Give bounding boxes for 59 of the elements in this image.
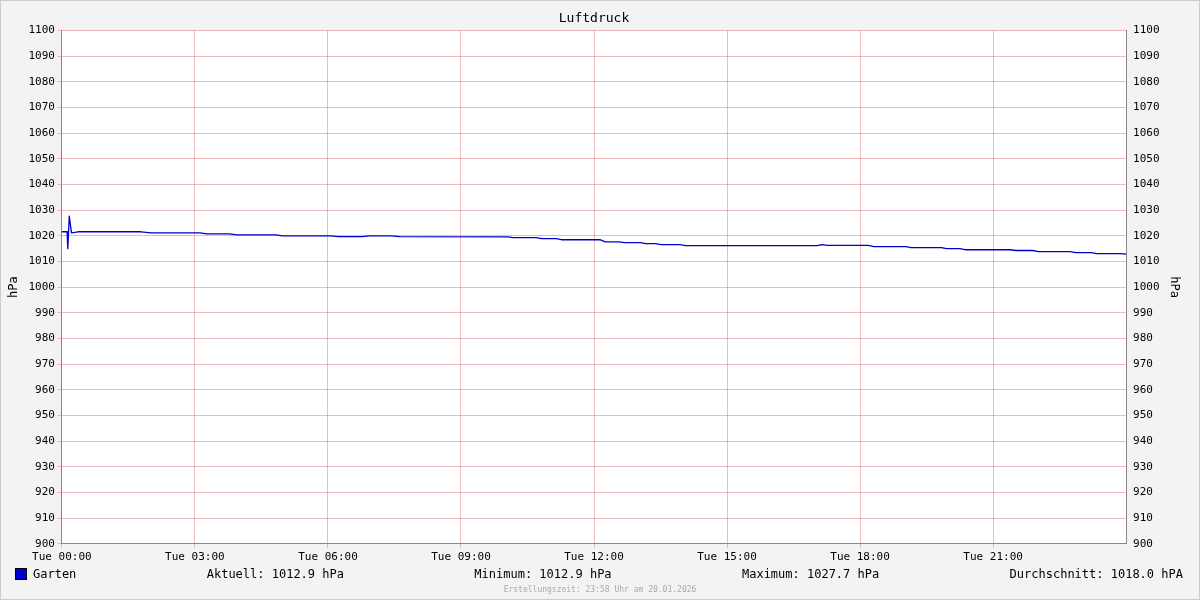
y-tick-label: 1070 bbox=[28, 100, 55, 114]
legend-label: Garten bbox=[33, 567, 77, 581]
x-tick-label: Tue 09:00 bbox=[431, 550, 491, 564]
text: Minimum: 1012.9 hPa bbox=[474, 567, 612, 581]
text: Aktuell: 1012.9 hPa bbox=[206, 567, 344, 581]
y2-tick-label: 1090 bbox=[1133, 49, 1160, 63]
y2-tick-label: 920 bbox=[1133, 485, 1153, 499]
y2-tick-label: 980 bbox=[1133, 331, 1153, 345]
text: Erstellungszeit: 23:58 Uhr am 20.01.2026 bbox=[502, 585, 698, 594]
y-tick-label: 1080 bbox=[28, 74, 55, 88]
y2-tick-label: 1030 bbox=[1133, 203, 1160, 217]
x-tick-label: Tue 18:00 bbox=[830, 550, 890, 564]
x-tick-label: Tue 03:00 bbox=[165, 550, 225, 564]
y-tick-label: 950 bbox=[35, 408, 55, 422]
y2-tick-label: 1050 bbox=[1133, 151, 1160, 165]
x-tick-label: Tue 15:00 bbox=[697, 550, 757, 564]
x-tick-label: Tue 06:00 bbox=[298, 550, 358, 564]
y2-tick-label: 950 bbox=[1133, 408, 1153, 422]
y-tick-label: 1030 bbox=[28, 203, 55, 217]
y2-tick-label: 930 bbox=[1133, 459, 1153, 473]
y2-tick-label: 1080 bbox=[1133, 74, 1160, 88]
y-tick-label: 1050 bbox=[28, 151, 55, 165]
y2-tick-label: 1020 bbox=[1133, 228, 1160, 242]
y2-tick-label: 1010 bbox=[1133, 254, 1160, 268]
y2-tick-label: 910 bbox=[1133, 511, 1153, 524]
y-tick-label: 1060 bbox=[28, 126, 55, 140]
y-tick-label: 960 bbox=[35, 382, 55, 396]
y2-tick-label: 1100 bbox=[1133, 23, 1160, 37]
y2-tick-label: 970 bbox=[1133, 357, 1153, 371]
y-tick-label: 940 bbox=[35, 434, 55, 448]
y-axis-title: hPa bbox=[6, 276, 21, 299]
y-tick-label: 1090 bbox=[28, 49, 55, 63]
y-tick-label: 1010 bbox=[28, 254, 55, 268]
x-tick-label: Tue 12:00 bbox=[564, 550, 624, 564]
text: Durchschnitt: 1018.0 hPA bbox=[1009, 567, 1183, 581]
y2-axis-title: hPa bbox=[1167, 276, 1182, 299]
y2-tick-label: 990 bbox=[1133, 305, 1153, 319]
y2-tick-label: 940 bbox=[1133, 434, 1153, 448]
y-tick-label: 1100 bbox=[28, 23, 55, 37]
y-tick-label: 930 bbox=[35, 459, 55, 473]
chart-title: Luftdruck bbox=[558, 10, 630, 26]
y-tick-label: 920 bbox=[35, 485, 55, 499]
y-tick-label: 970 bbox=[35, 357, 55, 371]
y-tick-label: 1020 bbox=[28, 228, 55, 242]
y-tick-label: 990 bbox=[35, 305, 55, 319]
y2-tick-label: 960 bbox=[1133, 382, 1153, 396]
y2-tick-label: 1070 bbox=[1133, 100, 1160, 114]
y-tick-label: 980 bbox=[35, 331, 55, 345]
y2-tick-label: 1060 bbox=[1133, 126, 1160, 140]
y2-tick-label: 1040 bbox=[1133, 177, 1160, 191]
x-tick-label: Tue 21:00 bbox=[963, 550, 1023, 564]
x-tick-label: Tue 00:00 bbox=[32, 550, 92, 564]
text: Maximum: 1027.7 hPa bbox=[741, 567, 880, 581]
y-tick-label: 1000 bbox=[28, 280, 55, 294]
y-tick-label: 1040 bbox=[28, 177, 55, 191]
y-tick-label: 910 bbox=[35, 511, 55, 524]
y-tick-label: 900 bbox=[35, 536, 55, 550]
y2-tick-label: 900 bbox=[1133, 536, 1153, 550]
y2-tick-label: 1000 bbox=[1133, 280, 1160, 294]
